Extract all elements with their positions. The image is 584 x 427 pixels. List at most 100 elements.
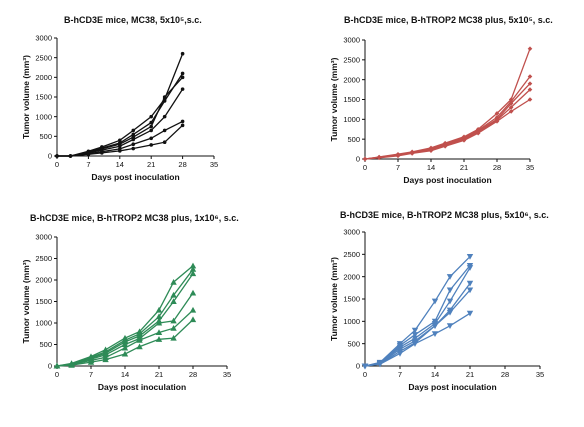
y-tick-label: 3000 <box>343 36 360 45</box>
data-point-marker <box>475 130 481 136</box>
data-point-marker <box>118 144 122 148</box>
data-point-marker <box>446 298 454 305</box>
y-tick-label: 2000 <box>35 73 52 82</box>
x-tick-label: 21 <box>460 163 468 172</box>
series-5 <box>362 97 533 162</box>
chart-panel-4: B-hCD3E mice, B-hTROP2 MC38 plus, 5x10⁶,… <box>329 210 549 392</box>
chart-panel-2: B-hCD3E mice, B-hTROP2 MC38 plus, 5x10⁵,… <box>329 15 553 185</box>
data-point-marker <box>494 111 500 116</box>
data-point-marker <box>131 137 136 142</box>
data-point-marker <box>527 97 533 102</box>
y-axis-title: Tumor volume (mm³) <box>21 55 31 139</box>
x-tick-label: 35 <box>210 160 218 169</box>
y-tick-label: 1000 <box>343 115 360 124</box>
data-point-marker <box>189 266 197 272</box>
data-point-marker <box>136 343 143 350</box>
x-axis-title: Days post inoculation <box>98 382 186 392</box>
data-point-marker <box>170 291 177 298</box>
y-tick-label: 2500 <box>343 55 360 64</box>
data-point-marker <box>155 313 163 320</box>
data-point-marker <box>376 155 382 161</box>
x-tick-label: 28 <box>493 163 501 172</box>
data-point-marker <box>68 154 73 158</box>
data-point-marker <box>162 95 167 99</box>
data-point-marker <box>162 140 167 145</box>
data-point-marker <box>87 358 95 365</box>
x-tick-label: 35 <box>223 370 231 379</box>
data-point-marker <box>411 327 419 334</box>
x-tick-label: 0 <box>55 160 59 169</box>
data-point-marker <box>431 323 439 329</box>
y-tick-label: 2500 <box>35 53 52 62</box>
data-point-marker <box>55 154 59 158</box>
y-tick-label: 500 <box>39 340 52 349</box>
series-6 <box>361 310 474 370</box>
y-tick-label: 0 <box>356 362 360 371</box>
y-tick-label: 1000 <box>35 319 52 328</box>
x-tick-label: 0 <box>363 370 367 379</box>
data-point-marker <box>466 287 474 294</box>
y-tick-label: 1500 <box>35 93 52 102</box>
data-point-marker <box>508 101 514 106</box>
y-tick-label: 2500 <box>343 250 360 259</box>
y-tick-label: 2000 <box>343 75 360 84</box>
x-tick-label: 0 <box>55 370 59 379</box>
y-tick-label: 3000 <box>35 233 52 242</box>
data-point-marker <box>508 105 514 110</box>
chart-panel-1: B-hCD3E mice, MC38, 5x10⁵,s.c. 0 500 1000 15… <box>21 15 218 182</box>
data-point-marker <box>189 289 197 296</box>
data-point-marker <box>431 331 439 338</box>
series-line <box>364 265 471 367</box>
series-line <box>364 89 531 160</box>
data-point-marker <box>189 262 197 269</box>
y-tick-label: 1000 <box>343 317 360 326</box>
x-tick-label: 21 <box>147 160 155 169</box>
x-tick-label: 35 <box>526 163 534 172</box>
data-point-marker <box>121 341 129 348</box>
y-tick-label: 0 <box>356 155 360 164</box>
data-point-marker <box>170 278 177 285</box>
y-tick-label: 500 <box>347 135 360 144</box>
data-point-marker <box>527 46 533 52</box>
series-4 <box>362 87 533 162</box>
y-tick-label: 3000 <box>35 34 52 43</box>
y-tick-label: 1500 <box>343 95 360 104</box>
data-point-marker <box>121 344 129 351</box>
series-3 <box>362 81 533 162</box>
data-point-marker <box>527 81 533 86</box>
y-tick-label: 2000 <box>35 276 52 285</box>
data-point-marker <box>461 138 467 143</box>
data-point-marker <box>527 74 533 79</box>
data-point-marker <box>155 329 163 336</box>
data-point-marker <box>170 334 177 341</box>
data-point-marker <box>102 356 109 363</box>
data-point-marker <box>162 128 167 133</box>
x-tick-label: 14 <box>116 160 124 169</box>
series-1 <box>361 254 474 370</box>
data-point-marker <box>118 138 122 143</box>
data-point-marker <box>428 148 434 153</box>
data-point-marker <box>121 350 129 357</box>
data-point-marker <box>180 75 185 80</box>
data-point-marker <box>411 341 419 347</box>
data-point-marker <box>155 306 163 313</box>
data-point-marker <box>376 361 384 368</box>
data-point-marker <box>155 336 163 342</box>
data-point-marker <box>68 361 75 368</box>
y-tick-label: 2000 <box>343 272 360 281</box>
x-tick-label: 21 <box>466 370 474 379</box>
data-point-marker <box>149 114 153 119</box>
y-tick-label: 0 <box>48 362 52 371</box>
y-tick-label: 1500 <box>35 297 52 306</box>
data-point-marker <box>411 332 419 338</box>
data-point-marker <box>149 136 153 141</box>
x-tick-label: 7 <box>89 370 93 379</box>
data-point-marker <box>189 270 197 277</box>
data-point-marker <box>442 144 448 149</box>
y-tick-label: 3000 <box>343 228 360 237</box>
data-point-marker <box>466 280 474 287</box>
y-tick-label: 2500 <box>35 254 52 263</box>
series-4 <box>361 280 474 370</box>
data-point-marker <box>162 114 167 119</box>
data-point-marker <box>131 146 136 151</box>
